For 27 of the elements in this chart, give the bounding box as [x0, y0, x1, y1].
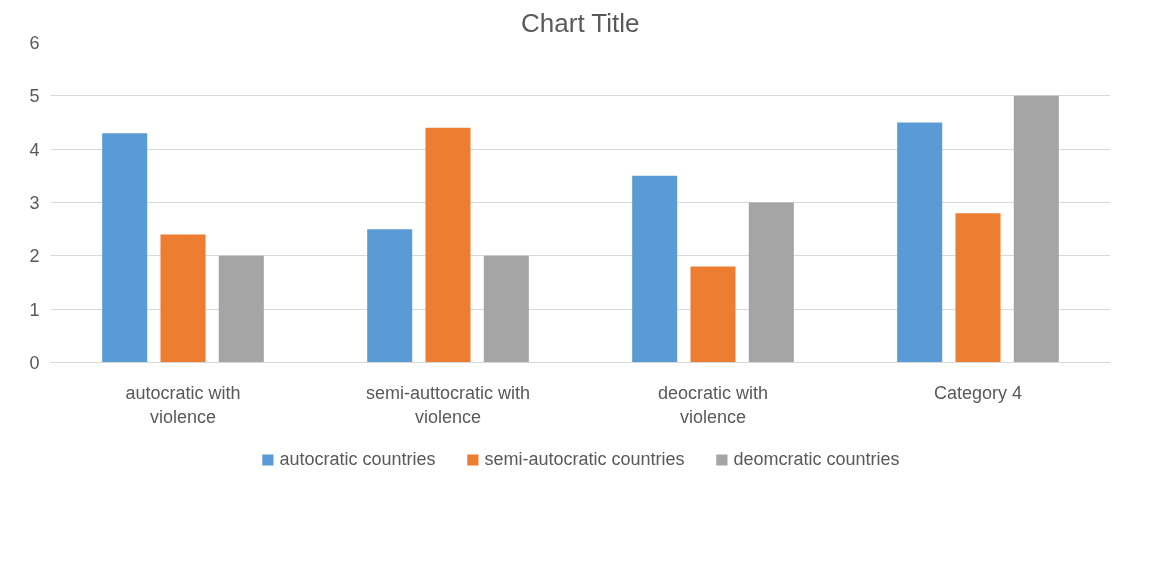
legend-label: semi-autocratic countries	[484, 448, 685, 470]
y-tick-label: 2	[29, 246, 40, 267]
bar	[425, 127, 471, 363]
y-tick-label: 5	[29, 86, 40, 107]
bar	[102, 133, 148, 363]
bar	[632, 175, 678, 363]
legend-label: autocratic countries	[279, 448, 436, 470]
bar	[367, 229, 413, 363]
y-tick-label: 0	[29, 353, 40, 373]
bar	[955, 213, 1001, 363]
bar	[483, 255, 529, 363]
bar	[160, 234, 206, 363]
y-tick-label: 3	[29, 193, 40, 213]
bar	[690, 266, 736, 363]
bar	[897, 122, 943, 363]
x-tick-label: autocratic with violence	[125, 382, 241, 427]
y-tick-label: 1	[29, 299, 40, 320]
legend-label: deomcratic countries	[733, 448, 900, 470]
x-tick-label: semi-auttocratic with violence	[365, 382, 531, 427]
y-tick-label: 4	[29, 139, 40, 160]
x-tick-label: Category 4	[933, 382, 1023, 403]
chart-title: Chart Title	[521, 7, 640, 38]
x-tick-label: deocratic with violence	[657, 382, 769, 427]
bar	[218, 255, 264, 363]
bar	[1013, 95, 1059, 363]
y-tick-label: 6	[29, 33, 40, 53]
bar	[748, 202, 794, 363]
